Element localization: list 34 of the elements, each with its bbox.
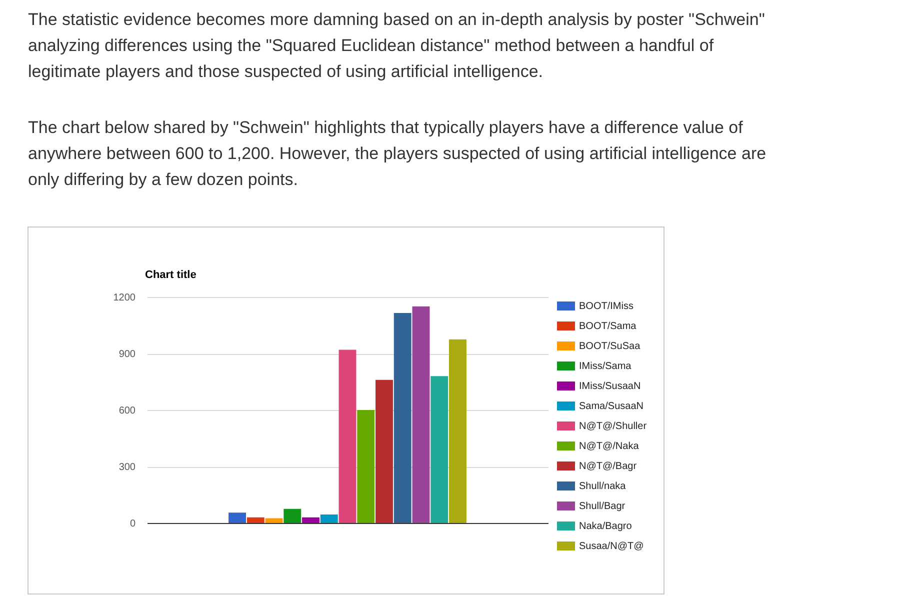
legend-label: Susaa/N@T@ — [579, 541, 644, 552]
bar — [376, 380, 393, 523]
bar — [412, 306, 430, 523]
legend-label: Sama/SusaaN — [579, 401, 644, 412]
legend-label: IMiss/SusaaN — [579, 381, 641, 392]
bar — [284, 508, 302, 523]
y-tick-label: 900 — [118, 349, 136, 360]
text: The chart below shared by "Schwein" highlights that typically players have a difference value of anywhere between 600 to 1,200. However, the players suspected of using artificial intelligence are only differing by a few dozen points. — [28, 118, 766, 189]
bar — [302, 517, 320, 523]
text: The statistic evidence becomes more damning based on an in-depth analysis by poster "Schwein" analyzing differences using the "Squared Euclidean distance" method between a handful of legitimate players and those suspected of using artificial intelligence. — [28, 10, 765, 81]
legend-label: Shull/naka — [579, 481, 626, 492]
legend-label: BOOT/Sama — [579, 321, 637, 332]
legend-label: IMiss/Sama — [579, 361, 632, 372]
bar — [394, 313, 412, 523]
bar — [228, 512, 246, 523]
chart-title: Chart title — [145, 269, 196, 281]
bar — [320, 514, 338, 523]
y-tick-label: 1200 — [113, 292, 136, 304]
bar — [357, 410, 375, 523]
legend-label: N@T@/Shuller — [579, 421, 648, 432]
bar — [430, 376, 448, 523]
legend-label: Shull/Bagr — [579, 501, 626, 512]
legend-label: N@T@/Bagr — [579, 461, 638, 472]
legend-label: N@T@/Naka — [579, 441, 640, 452]
legend-label: Naka/Bagro — [579, 521, 632, 532]
y-tick-label: 300 — [118, 462, 136, 473]
bar — [246, 517, 264, 523]
legend-label: BOOT/IMiss — [579, 301, 634, 312]
legend-label: BOOT/SuSaa — [579, 341, 641, 352]
y-tick-label: 0 — [130, 518, 136, 530]
y-tick-label: 600 — [118, 406, 136, 416]
bar — [265, 518, 283, 523]
bar — [338, 350, 356, 523]
bar — [449, 339, 466, 523]
